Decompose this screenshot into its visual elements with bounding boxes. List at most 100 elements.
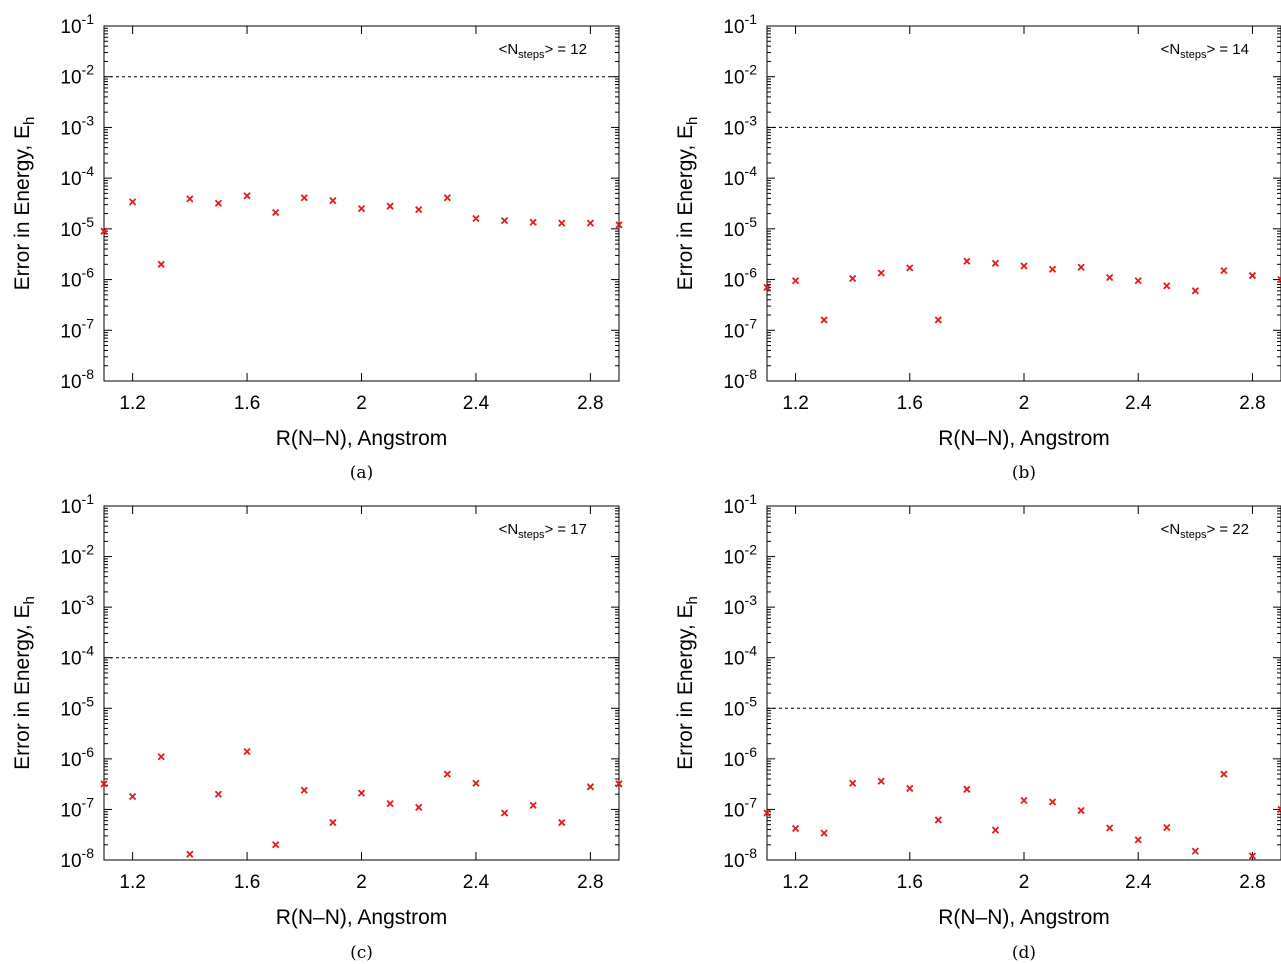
data-point — [934, 316, 942, 324]
annotation-suffix: > = 14 — [1206, 41, 1249, 58]
x-tick-label: 2 — [1019, 393, 1030, 414]
annotation-prefix: <N — [1161, 41, 1181, 58]
data-point — [1277, 805, 1281, 814]
data-point — [1163, 823, 1171, 832]
y-tick-label: 10-2 — [60, 542, 94, 569]
y-tick-label: 10-5 — [723, 214, 757, 241]
y-tick-label: 10-2 — [60, 62, 94, 89]
data-point — [1220, 267, 1228, 275]
data-point — [357, 205, 366, 213]
y-tick-exponent: -4 — [745, 163, 758, 179]
x-tick-label: 2.8 — [577, 393, 603, 414]
y-tick-base: 10 — [60, 548, 81, 569]
y-axis-label-main: Error in Energy, E — [674, 605, 697, 770]
data-point — [357, 789, 366, 797]
annotation-subscript: steps — [518, 529, 545, 541]
y-tick-label: 10-8 — [723, 845, 757, 872]
data-point — [991, 259, 1000, 267]
y-axis-label: Error in Energy, Eh — [11, 596, 38, 770]
data-point — [1106, 273, 1114, 282]
data-point — [820, 829, 828, 837]
annotation-subscript: steps — [1180, 529, 1207, 541]
y-tick-exponent: -3 — [82, 592, 95, 608]
y-tick-base: 10 — [60, 321, 81, 342]
y-tick-base: 10 — [60, 699, 81, 720]
y-tick-exponent: -8 — [745, 845, 758, 861]
x-tick-label: 2.8 — [577, 872, 603, 893]
y-tick-label: 10-5 — [723, 693, 757, 720]
plot-frame — [766, 25, 1281, 382]
x-tick-label: 1.2 — [782, 872, 808, 893]
x-tick-label: 2 — [356, 393, 367, 414]
y-tick-label: 10-6 — [60, 265, 94, 292]
y-tick-label: 10-7 — [60, 315, 94, 342]
y-tick-label: 10-3 — [723, 592, 757, 619]
y-tick-base: 10 — [723, 598, 744, 619]
data-point — [934, 816, 942, 824]
annotation-subscript: steps — [1180, 49, 1207, 61]
y-axis-label-main: Error in Energy, E — [11, 605, 34, 770]
data-point — [500, 809, 509, 817]
data-point — [186, 850, 194, 858]
data-point — [386, 800, 394, 808]
panel-0: 10-110-210-310-410-510-610-710-81.2 1.6 2 2… — [11, 11, 623, 483]
data-point — [615, 780, 623, 788]
data-point — [300, 194, 308, 202]
y-tick-base: 10 — [723, 321, 744, 342]
x-tick-label: 1.6 — [897, 393, 923, 414]
y-tick-base: 10 — [60, 598, 81, 619]
data-point — [963, 257, 971, 265]
data-point — [1048, 265, 1057, 273]
data-point — [243, 747, 251, 756]
data-point — [472, 214, 480, 223]
y-tick-exponent: -2 — [745, 542, 758, 558]
y-tick-base: 10 — [60, 118, 81, 139]
data-point — [963, 785, 971, 793]
y-tick-base: 10 — [723, 548, 744, 569]
y-axis-label-subscript: h — [21, 117, 38, 125]
plot-frame — [103, 505, 620, 861]
y-tick-label: 10-4 — [60, 163, 94, 190]
data-point — [128, 792, 137, 801]
y-tick-label: 10-1 — [60, 11, 94, 38]
y-tick-base: 10 — [723, 169, 744, 190]
plot-frame — [766, 505, 1281, 861]
y-tick-base: 10 — [60, 17, 81, 38]
data-point — [906, 784, 914, 793]
nsteps-annotation: <Nsteps> = 22 — [1161, 521, 1249, 541]
data-point — [877, 777, 885, 785]
x-tick-label: 1.2 — [119, 393, 145, 414]
y-tick-exponent: -7 — [745, 794, 758, 810]
data-point — [214, 790, 223, 798]
y-tick-label: 10-1 — [723, 11, 757, 38]
annotation-subscript: steps — [518, 49, 545, 61]
data-point — [1106, 824, 1114, 832]
plot-frame — [103, 25, 620, 382]
data-point — [558, 219, 566, 227]
x-tick-label: 2 — [1019, 872, 1030, 893]
y-tick-exponent: -5 — [82, 214, 95, 230]
data-point — [443, 194, 451, 202]
y-tick-label: 10-7 — [60, 794, 94, 821]
y-tick-label: 10-8 — [60, 366, 94, 393]
y-tick-label: 10-3 — [723, 112, 757, 139]
y-tick-exponent: -2 — [82, 542, 95, 558]
y-tick-exponent: -8 — [82, 845, 95, 861]
y-tick-exponent: -6 — [82, 265, 95, 281]
data-point — [1191, 287, 1199, 295]
data-point — [443, 770, 451, 778]
panel-3: 10-110-210-310-410-510-610-710-81.2 1.6 2 2… — [674, 491, 1281, 963]
data-point — [300, 786, 308, 794]
data-point — [386, 202, 394, 210]
data-point — [415, 803, 423, 811]
x-tick-label: 2.4 — [1125, 872, 1152, 893]
y-tick-label: 10-3 — [60, 112, 94, 139]
y-tick-exponent: -4 — [82, 643, 95, 659]
panel-1: 10-110-210-310-410-510-610-710-81.2 1.6 2 2… — [674, 11, 1281, 483]
panel-caption: (a) — [350, 463, 373, 483]
y-tick-label: 10-4 — [60, 643, 94, 670]
data-point — [763, 283, 771, 292]
data-point — [791, 277, 800, 285]
data-point — [157, 753, 165, 761]
y-axis-label-subscript: h — [684, 596, 701, 604]
